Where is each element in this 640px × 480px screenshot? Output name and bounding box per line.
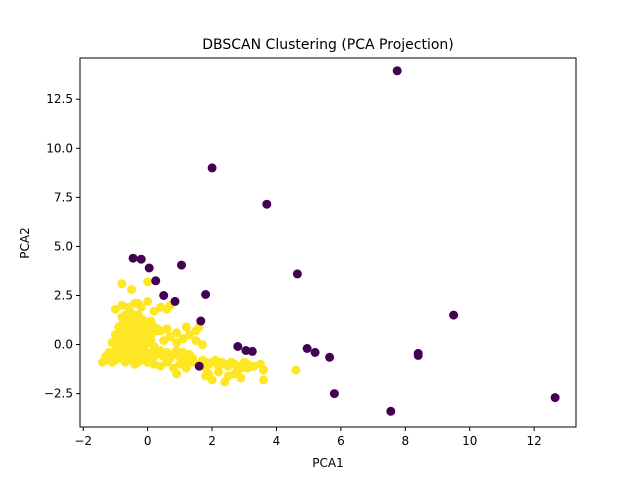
- noise-point: [233, 342, 243, 351]
- cluster-point: [162, 324, 172, 334]
- y-axis: −2.5 0.0 2.5 5.0 7.5 10.0 12.5: [44, 92, 80, 401]
- noise-point: [196, 316, 206, 326]
- cluster-point: [181, 363, 191, 373]
- cluster-point: [172, 328, 182, 338]
- cluster-point: [117, 279, 127, 289]
- cluster-point: [197, 340, 207, 350]
- noise-point: [128, 253, 138, 263]
- noise-point: [151, 276, 161, 286]
- y-tick-label: 2.5: [54, 288, 73, 302]
- noise-point: [170, 296, 180, 306]
- y-tick-label: 12.5: [46, 92, 73, 106]
- noise-point: [207, 163, 217, 173]
- cluster-point: [159, 336, 169, 346]
- noise-point: [413, 350, 423, 360]
- cluster-point: [152, 326, 162, 336]
- noise-point: [241, 346, 251, 355]
- cluster-point: [127, 285, 136, 295]
- noise-point: [386, 406, 396, 416]
- cluster-point: [156, 361, 165, 371]
- cluster-point: [136, 347, 146, 357]
- noise-point: [325, 352, 335, 362]
- noise-point: [159, 291, 169, 300]
- points-layer: [98, 66, 560, 416]
- x-tick-label: 10: [462, 434, 477, 448]
- y-tick-label: 0.0: [54, 338, 73, 352]
- noise-point: [262, 199, 272, 209]
- cluster-point: [291, 365, 301, 375]
- noise-point: [392, 66, 402, 76]
- x-tick-label: 12: [526, 434, 541, 448]
- plot-frame: [79, 57, 577, 428]
- cluster-point: [185, 330, 194, 340]
- cluster-point: [162, 357, 172, 367]
- cluster-point: [172, 369, 182, 379]
- noise-point: [302, 344, 312, 353]
- noise-point: [310, 347, 320, 357]
- cluster-point: [181, 322, 191, 332]
- noise-point: [201, 290, 211, 299]
- noise-point: [329, 389, 339, 399]
- cluster-point: [201, 371, 211, 381]
- cluster-point: [110, 304, 120, 314]
- y-tick-label: 10.0: [46, 141, 73, 155]
- x-axis-label: PCA1: [312, 456, 343, 470]
- noise-point: [550, 393, 560, 403]
- cluster-point: [259, 375, 269, 385]
- cluster-point: [191, 336, 201, 346]
- cluster-point: [207, 375, 217, 385]
- chart-title: DBSCAN Clustering (PCA Projection): [202, 37, 454, 53]
- cluster-point: [143, 296, 153, 306]
- x-tick-label: 6: [337, 434, 345, 448]
- x-tick-label: 8: [401, 434, 409, 448]
- noise-point: [292, 269, 302, 279]
- noise-point: [136, 254, 146, 264]
- cluster-point: [230, 369, 240, 379]
- y-axis-label: PCA2: [18, 227, 32, 258]
- cluster-point: [259, 365, 269, 375]
- x-tick-label: 0: [144, 434, 152, 448]
- x-tick-label: 2: [208, 434, 216, 448]
- cluster-point: [146, 316, 156, 326]
- noise-point: [449, 310, 459, 320]
- cluster-point: [220, 377, 230, 387]
- y-tick-label: 7.5: [54, 190, 73, 204]
- y-tick-label: 5.0: [54, 239, 73, 253]
- noise-point: [177, 260, 186, 270]
- noise-point: [144, 263, 154, 273]
- cluster-point: [172, 338, 182, 348]
- x-tick-label: −2: [74, 434, 92, 448]
- y-tick-label: −2.5: [44, 387, 73, 401]
- x-tick-label: 4: [273, 434, 281, 448]
- noise-point: [194, 361, 204, 371]
- x-axis: −2 0 2 4 6 8 10 12: [74, 427, 542, 448]
- cluster-point: [214, 367, 223, 377]
- cluster-point: [133, 298, 143, 308]
- cluster-point: [149, 342, 159, 351]
- cluster-point: [143, 277, 153, 287]
- cluster-point: [123, 302, 133, 312]
